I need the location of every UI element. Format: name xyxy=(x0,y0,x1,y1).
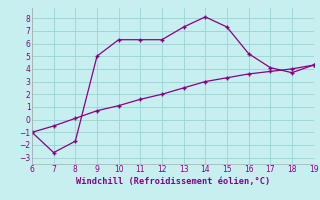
X-axis label: Windchill (Refroidissement éolien,°C): Windchill (Refroidissement éolien,°C) xyxy=(76,177,270,186)
